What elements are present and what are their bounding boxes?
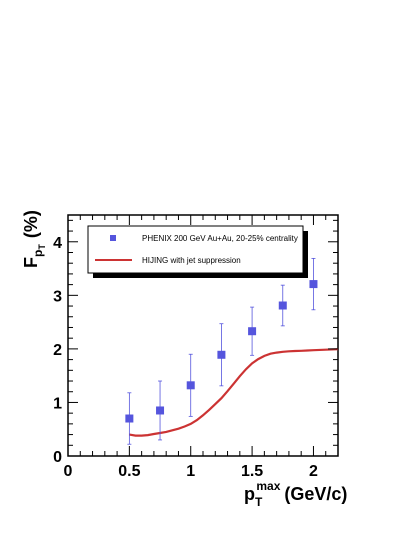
legend-label-hijing: HIJING with jet suppression [142,256,241,265]
data-point [278,301,287,310]
data-point [309,280,318,289]
hijing-curve [129,348,339,437]
y-axis-title: FpT(%) [21,210,47,268]
x-tick-label: 0.5 [118,463,140,480]
y-tick-label: 3 [53,288,62,305]
x-tick-label: 1 [186,463,195,480]
x-tick-label: 0 [64,463,73,480]
data-point [156,406,165,415]
x-tick-label: 1.5 [241,463,263,480]
data-point [217,350,226,359]
legend-box [87,225,304,274]
y-tick-label: 1 [53,395,62,412]
legend-marker-square [110,235,116,241]
legend-label-phenix: PHENIX 200 GeV Au+Au, 20-25% centrality [142,234,298,243]
curve-layer [129,348,339,437]
data-point [125,414,134,423]
x-tick-label: 2 [309,463,318,480]
axis-ticks: 0 0.5 1 1.5 2 0 1 2 3 4 [53,215,339,480]
y-tick-label: 0 [53,449,62,466]
data-point [248,327,257,336]
y-tick-label: 4 [53,235,62,252]
points-layer [125,257,318,445]
data-point [186,381,195,390]
x-axis-title: pTmax (GeV/c) [244,479,347,509]
y-tick-label: 2 [53,342,62,359]
legend: PHENIX 200 GeV Au+Au, 20-25% centrality … [87,225,308,278]
